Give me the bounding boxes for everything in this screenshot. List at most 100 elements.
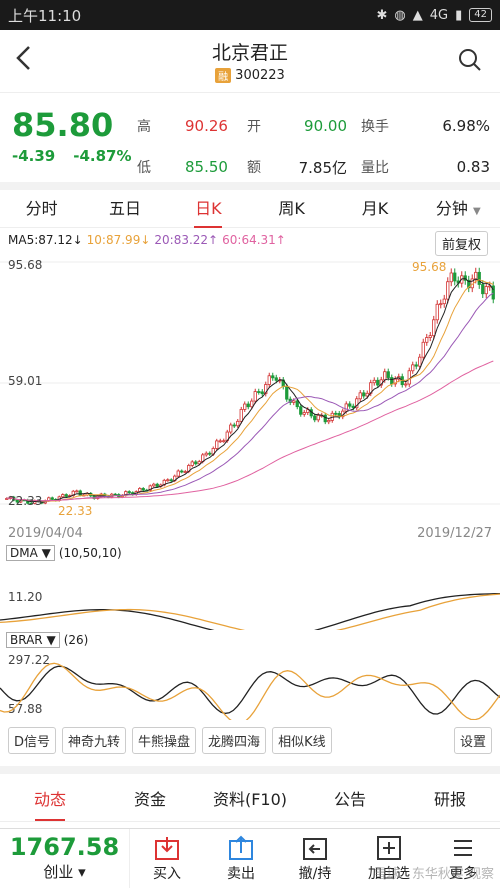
tab-monthly-k[interactable]: 月K — [361, 198, 389, 218]
candle-body — [5, 498, 9, 500]
candle-body — [138, 488, 142, 493]
candle-body — [215, 440, 219, 449]
back-button[interactable] — [14, 44, 34, 78]
tab-news[interactable]: 动态 — [0, 778, 100, 821]
chevron-left-icon — [16, 46, 30, 70]
tab-five-day[interactable]: 五日 — [108, 198, 141, 218]
buy-button[interactable]: 买入 — [130, 829, 204, 888]
y-axis-bottom: 22.33 — [8, 494, 43, 508]
candle-body — [323, 414, 327, 423]
tab-daily-k[interactable]: 日K — [167, 190, 250, 228]
low-label: 低 — [137, 160, 151, 176]
cancel-hold-label: 撤/持 — [298, 866, 332, 882]
ma20-label: 20:83.22↑ — [154, 233, 219, 247]
ma5-line — [6, 278, 494, 503]
signal-icon: ▮ — [455, 7, 463, 23]
price-change: -4.39 -4.87% — [12, 147, 137, 165]
network-label: 4G — [429, 7, 449, 23]
candle-body — [127, 491, 131, 493]
candle-body — [267, 375, 271, 385]
candle-body — [208, 452, 212, 455]
candle-body — [411, 364, 415, 372]
brar-name: BRAR — [10, 633, 43, 647]
candle-body — [428, 335, 432, 338]
add-watchlist-label: 加自选 — [368, 866, 410, 882]
turnover-value: 6.98% — [442, 116, 490, 135]
candle-body — [432, 319, 436, 337]
candle-body — [75, 490, 79, 493]
kline-chart[interactable]: 95.68 59.01 22.33 95.68 22.33 — [0, 254, 500, 524]
tab-weekly-k[interactable]: 周K — [278, 198, 305, 218]
candle-body — [414, 364, 418, 367]
sell-button[interactable]: 卖出 — [204, 829, 278, 888]
candle-body — [449, 272, 453, 283]
tool-similar-k[interactable]: 相似K线 — [272, 727, 332, 754]
sell-label: 卖出 — [227, 866, 255, 882]
price-block: 85.80 -4.39 -4.87% — [12, 107, 137, 182]
ma5-label: MA5:87.12↓ — [8, 233, 83, 247]
candle-body — [407, 370, 411, 385]
candle-body — [29, 502, 33, 505]
open-value: 90.00 — [304, 116, 347, 135]
watermark: 雪球 · 东华秋实 观察 — [373, 867, 494, 882]
brar-selector[interactable]: BRAR ▼ — [6, 632, 60, 648]
settings-button[interactable]: 设置 — [453, 727, 492, 754]
tab-minute[interactable]: 分钟 ▼ — [417, 190, 500, 228]
ma60-label: 60:64.31↑ — [222, 233, 286, 247]
candle-body — [302, 412, 306, 415]
candle-body — [376, 379, 380, 386]
menu-icon — [454, 840, 472, 856]
candle-body — [194, 461, 198, 465]
tool-d-signal[interactable]: D信号 — [8, 727, 57, 754]
bottom-action-bar: 1767.58 创业 ▾ 买入 卖出 撤/持 加自选 更多 — [0, 828, 500, 888]
brar-params: (26) — [63, 633, 89, 647]
candle-body — [393, 378, 397, 385]
candle-body — [362, 392, 366, 397]
adjust-button[interactable]: 前复权 — [434, 231, 488, 256]
section-divider-2 — [0, 766, 500, 774]
search-button[interactable] — [458, 48, 482, 76]
dif-line — [0, 592, 500, 630]
cancel-hold-button[interactable]: 撤/持 — [278, 829, 352, 888]
y-axis-top: 95.68 — [8, 258, 43, 272]
buy-label: 买入 — [153, 866, 181, 882]
tool-bull-bear[interactable]: 牛熊操盘 — [132, 727, 197, 754]
tool-dragon[interactable]: 龙腾四海 — [202, 727, 267, 754]
candle-body — [390, 377, 394, 385]
candle-body — [435, 303, 439, 321]
add-watchlist-button[interactable]: 加自选 — [352, 829, 426, 888]
search-icon — [459, 49, 481, 71]
tab-funds[interactable]: 资金 — [133, 790, 166, 809]
tab-announcements[interactable]: 公告 — [333, 790, 366, 809]
tool-magic-nine[interactable]: 神奇九转 — [62, 727, 127, 754]
turnover-label: 换手 — [361, 118, 389, 135]
index-ticker[interactable]: 1767.58 创业 ▾ — [0, 829, 130, 888]
tab-intraday[interactable]: 分时 — [25, 198, 58, 218]
candle-body — [197, 461, 201, 465]
bluetooth-icon: ✱ — [376, 7, 388, 23]
ama-line — [0, 593, 500, 630]
candle-body — [15, 499, 19, 503]
dma-header: DMA ▼ (10,50,10) — [6, 545, 122, 561]
tab-minute-label: 分钟 — [435, 198, 468, 218]
candle-body — [218, 440, 222, 443]
candle-body — [491, 285, 495, 300]
candle-body — [404, 383, 408, 386]
candle-body — [425, 337, 429, 343]
high-label: 高 — [137, 118, 151, 135]
index-name: 创业 ▾ — [43, 863, 86, 881]
candle-body — [446, 281, 450, 300]
tab-f10[interactable]: 资料(F10) — [212, 790, 288, 809]
chart-tabs: 分时 五日 日K 周K 月K 分钟 ▼ — [0, 190, 500, 228]
candle-body — [355, 398, 359, 409]
more-button[interactable]: 更多 — [426, 829, 500, 888]
change-percent: -4.87% — [73, 147, 132, 165]
candle-body — [229, 424, 233, 433]
stock-name: 北京君正 — [211, 42, 288, 64]
tab-research[interactable]: 研报 — [433, 790, 466, 809]
candle-body — [222, 440, 226, 443]
candle-body — [484, 286, 488, 295]
candle-body — [236, 420, 240, 427]
candle-body — [78, 490, 82, 496]
dma-selector[interactable]: DMA ▼ — [6, 545, 55, 561]
